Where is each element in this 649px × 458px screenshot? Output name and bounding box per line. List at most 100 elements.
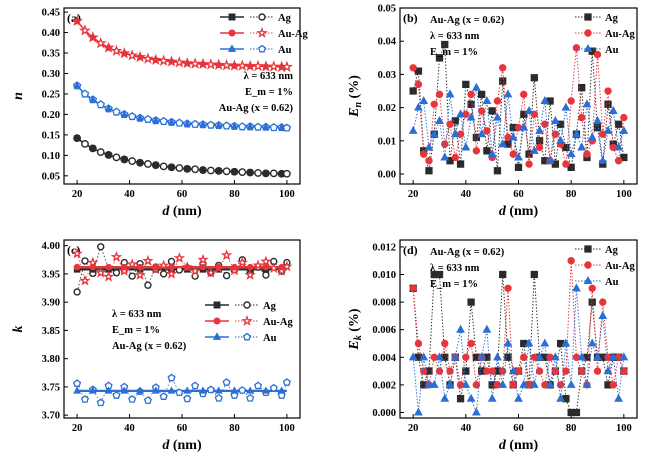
data-point (73, 288, 81, 296)
y-tick-label: 0.012 (372, 242, 396, 253)
data-point (566, 149, 576, 158)
annotation: Au-Ag (x = 0.62) (430, 15, 505, 26)
legend-marker (241, 315, 253, 326)
data-point (487, 393, 497, 402)
data-point (247, 169, 254, 176)
data-point (441, 140, 449, 148)
data-point (498, 379, 508, 388)
data-point (493, 167, 502, 175)
legend-marker (242, 332, 252, 341)
legend-marker (228, 13, 236, 21)
annotation: Au-Ag (x = 0.62) (430, 247, 505, 258)
y-tick-label: 0.05 (378, 4, 396, 15)
data-point (152, 56, 159, 63)
legend-marker (583, 276, 593, 285)
legend: Ag Au-Ag Au (575, 245, 636, 288)
data-point (466, 112, 476, 121)
x-tick-label: 60 (513, 423, 524, 434)
legend-item-Au: Au (575, 276, 619, 288)
fit-point (136, 386, 145, 394)
series-dotted-line (76, 253, 288, 282)
data-point (577, 352, 587, 361)
data-point (136, 113, 144, 121)
data-point (262, 170, 269, 177)
data-point (619, 125, 629, 134)
data-point (467, 298, 475, 306)
legend-item-Au: Au (220, 44, 292, 56)
legend-label: Au-Ag (605, 29, 636, 40)
data-point (593, 123, 602, 132)
annotation: E_m = 1% (112, 325, 160, 336)
x-tick-label: 40 (124, 189, 135, 200)
fit-point (246, 263, 254, 271)
annotations: λ = 633 nm E_m = 1% Au-Ag (x = 0.62) (219, 71, 294, 114)
y-axis-label: En (%) (347, 75, 364, 118)
data-point (603, 125, 613, 134)
data-point (236, 59, 249, 71)
data-point (440, 152, 450, 161)
data-point (435, 352, 444, 361)
x-tick-label: 100 (279, 189, 295, 200)
data-point (620, 367, 628, 375)
data-point (253, 122, 263, 131)
data-point (509, 123, 517, 132)
data-point (105, 44, 112, 51)
data-point (599, 298, 607, 306)
data-point (81, 257, 89, 265)
legend-marker (257, 44, 267, 53)
data-point (238, 168, 247, 177)
data-point (128, 272, 136, 280)
data-point (97, 243, 105, 251)
data-point (238, 386, 247, 394)
y-tick-label: 4.00 (42, 241, 60, 252)
fit-point (120, 386, 129, 394)
data-point (419, 96, 429, 105)
y-axis-var: E (347, 340, 362, 350)
series-Au-Ag (71, 247, 293, 286)
legend-item-Au-Ag: Au-Ag (220, 27, 309, 40)
y-axis-var: n (11, 92, 26, 100)
data-point (603, 366, 613, 375)
data-point (120, 110, 128, 117)
fit-point (262, 263, 270, 271)
data-point (551, 160, 560, 168)
annotation: λ = 633 nm (430, 263, 480, 274)
x-tick-label: 60 (513, 189, 524, 200)
data-point (102, 270, 115, 282)
x-tick-label: 20 (408, 423, 419, 434)
y-tick-label: 0.002 (372, 380, 396, 391)
data-point (414, 339, 423, 348)
legend-label: Ag (263, 301, 277, 312)
data-point (587, 338, 597, 347)
data-point (112, 153, 121, 162)
data-point (159, 116, 168, 125)
data-point (561, 338, 571, 347)
y-axis-label: k (11, 326, 26, 333)
data-point (499, 64, 507, 72)
fit-point (88, 386, 97, 394)
series-dotted-line (412, 87, 625, 161)
legend-item-Ag: Ag (575, 13, 619, 24)
data-point (493, 112, 502, 121)
data-point (535, 367, 544, 375)
series-Au (408, 283, 629, 416)
x-tick-label: 40 (461, 423, 472, 434)
data-point (137, 54, 144, 61)
data-point (159, 392, 168, 400)
data-point (246, 122, 254, 130)
data-point (567, 256, 575, 265)
data-point (215, 61, 222, 68)
data-point (488, 107, 496, 115)
annotation: Au-Ag (x = 0.62) (112, 341, 187, 352)
data-point (247, 63, 254, 70)
data-point (577, 142, 587, 151)
data-point (94, 36, 107, 49)
data-point (238, 122, 247, 131)
data-point (89, 34, 96, 41)
legend-marker (583, 44, 593, 53)
legend-label: Au (263, 333, 277, 344)
data-point (567, 163, 575, 172)
data-point (281, 260, 293, 272)
data-point (535, 143, 544, 152)
data-point (429, 129, 439, 138)
